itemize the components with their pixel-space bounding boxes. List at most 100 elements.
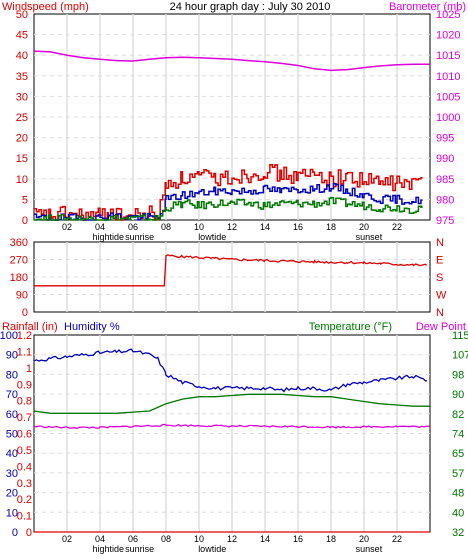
x-tick-label: 18 <box>326 222 336 232</box>
x-tick-label: 02 <box>62 534 72 544</box>
compass-tick-label: W <box>436 290 447 302</box>
humidity-tick-label: 50 <box>6 429 18 441</box>
direction-tick-label: 360 <box>10 237 28 249</box>
x-tick-label: 20 <box>359 534 369 544</box>
humidity-tick-label: 20 <box>6 488 18 500</box>
tide-sun-label: hightide <box>92 232 124 242</box>
x-tick-label: 22 <box>392 222 402 232</box>
series-barometer-mb- <box>33 50 430 72</box>
windspeed-tick-label: 15 <box>16 153 28 165</box>
series-wind-average <box>34 182 423 221</box>
x-tick-label: 16 <box>293 222 303 232</box>
x-tick-label: 08 <box>161 222 171 232</box>
humidity-axis-label: Humidity % <box>64 321 120 333</box>
tide-sun-label: sunset <box>356 544 383 554</box>
windspeed-tick-label: 35 <box>16 71 28 83</box>
direction-tick-label: 0 <box>22 307 28 319</box>
tide-sun-label: hightide <box>92 544 124 554</box>
barometer-tick-label: 1005 <box>436 91 460 103</box>
compass-tick-label: E <box>436 255 443 267</box>
tide-sun-label: sunrise <box>125 232 154 242</box>
rainfall-tick-label: 0.4 <box>17 461 32 473</box>
rainfall-tick-label: 0.7 <box>17 412 32 424</box>
humidity-tick-label: 0 <box>12 527 18 539</box>
temperature-tick-label: 74 <box>452 429 464 441</box>
x-tick-label: 04 <box>95 534 105 544</box>
rainfall-tick-label: 0.1 <box>17 511 32 523</box>
barometer-tick-label: 990 <box>436 153 454 165</box>
windspeed-axis-label: Windspeed (mph) <box>2 1 89 13</box>
windspeed-tick-label: 40 <box>16 50 28 62</box>
rainfall-tick-label: 1.1 <box>17 346 32 358</box>
tide-sun-label: lowtide <box>198 544 226 554</box>
series-temperature-f- <box>33 393 430 414</box>
temperature-tick-label: 57 <box>452 468 464 480</box>
barometer-tick-label: 995 <box>436 133 454 145</box>
compass-tick-label: N <box>436 237 444 249</box>
barometer-axis-label: Barometer (mb) <box>389 1 466 13</box>
x-tick-label: 20 <box>359 222 369 232</box>
series-wind-direction <box>34 254 428 287</box>
humidity-tick-label: 60 <box>6 409 18 421</box>
windspeed-tick-label: 45 <box>16 30 28 42</box>
windspeed-tick-label: 30 <box>16 91 28 103</box>
x-tick-label: 14 <box>260 534 270 544</box>
x-tick-label: 18 <box>326 534 336 544</box>
humidity-tick-label: 90 <box>6 350 18 362</box>
rainfall-tick-label: 1.2 <box>17 330 32 342</box>
barometer-tick-label: 975 <box>436 215 454 227</box>
tide-sun-label: lowtide <box>198 232 226 242</box>
x-tick-label: 12 <box>227 222 237 232</box>
barometer-tick-label: 985 <box>436 174 454 186</box>
temperature-tick-label: 40 <box>452 507 464 519</box>
series-windspeed <box>34 164 423 221</box>
x-tick-label: 10 <box>194 534 204 544</box>
barometer-tick-label: 1015 <box>436 50 460 62</box>
humidity-tick-label: 80 <box>6 369 18 381</box>
temperature-tick-label: 48 <box>452 488 464 500</box>
series-humidity- <box>33 348 428 393</box>
barometer-tick-label: 1020 <box>436 30 460 42</box>
humidity-tick-label: 10 <box>6 507 18 519</box>
humidity-tick-label: 70 <box>6 389 18 401</box>
temperature-tick-label: 90 <box>452 389 464 401</box>
barometer-tick-label: 1025 <box>436 9 460 21</box>
temperature-tick-label: 65 <box>452 448 464 460</box>
rainfall-axis-label: Rainfall (in) <box>2 321 58 333</box>
windspeed-tick-label: 25 <box>16 112 28 124</box>
windspeed-tick-label: 10 <box>16 174 28 186</box>
x-tick-label: 06 <box>128 534 138 544</box>
temperature-tick-label: 32 <box>452 527 464 539</box>
x-tick-label: 04 <box>95 222 105 232</box>
x-tick-label: 22 <box>392 534 402 544</box>
dewpoint-axis-label: Dew Point <box>416 321 466 333</box>
temperature-tick-label: 107 <box>452 350 468 362</box>
tide-sun-label: sunrise <box>125 544 154 554</box>
x-tick-label: 06 <box>128 222 138 232</box>
rainfall-tick-label: 0.2 <box>17 494 32 506</box>
humidity-tick-label: 40 <box>6 448 18 460</box>
compass-tick-label: S <box>436 272 443 284</box>
barometer-tick-label: 1000 <box>436 112 460 124</box>
windspeed-tick-label: 20 <box>16 133 28 145</box>
temperature-axis-label: Temperature (°F) <box>309 321 392 333</box>
direction-tick-label: 270 <box>10 255 28 267</box>
series-dew-point <box>33 423 431 429</box>
x-tick-label: 02 <box>62 222 72 232</box>
x-tick-label: 16 <box>293 534 303 544</box>
rainfall-tick-label: 0.5 <box>17 445 32 457</box>
x-tick-label: 14 <box>260 222 270 232</box>
barometer-tick-label: 1010 <box>436 71 460 83</box>
rainfall-tick-label: 0 <box>26 527 32 539</box>
rainfall-tick-label: 1 <box>26 363 32 375</box>
tide-sun-label: sunset <box>356 232 383 242</box>
direction-tick-label: 180 <box>10 272 28 284</box>
x-tick-label: 08 <box>161 534 171 544</box>
windspeed-tick-label: 0 <box>22 215 28 227</box>
graph-title: 24 hour graph day : July 30 2010 <box>170 1 331 13</box>
temperature-tick-label: 98 <box>452 369 464 381</box>
rainfall-tick-label: 0.8 <box>17 396 32 408</box>
barometer-tick-label: 980 <box>436 194 454 206</box>
rainfall-tick-label: 0.6 <box>17 429 32 441</box>
